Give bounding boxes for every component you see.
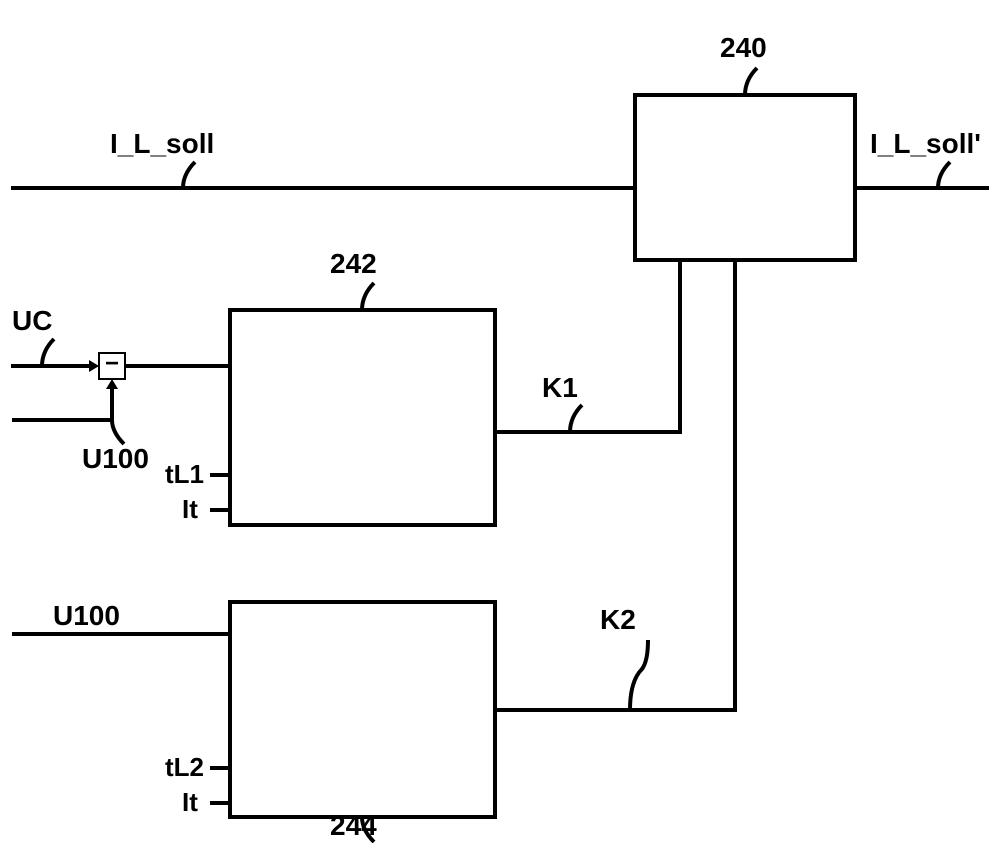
label-k1: K1 [542,372,578,404]
ref-hook-i-l-soll [183,162,195,188]
uc-arrowhead [89,360,99,372]
label-it-upper: It [182,494,198,525]
ref-hook-i-l-soll-prime [938,162,950,188]
signal-k1-line [495,260,680,432]
ref-hook-uc [42,339,54,366]
label-i-l-soll: I_L_soll [110,128,214,160]
ref-label-242: 242 [330,248,377,280]
label-tl2: tL2 [165,752,204,783]
ref-hook-u100-upper [112,420,124,444]
ref-label-244: 244 [330,810,377,842]
ref-label-240: 240 [720,32,767,64]
ref-hook-240 [745,68,757,95]
label-i-l-soll-prime: I_L_soll' [870,128,981,160]
label-u100-upper: U100 [82,443,149,475]
label-tl1: tL1 [165,459,204,490]
label-it-lower: It [182,787,198,818]
subtract-symbol: − [105,350,119,377]
label-k2: K2 [600,604,636,636]
label-u100-lower: U100 [53,600,120,632]
ref-hook-k2 [630,640,648,710]
signal-k2-line [495,260,735,710]
ref-hook-242 [362,283,374,310]
u100-arrowhead [106,379,118,389]
ref-hook-k1 [570,405,582,432]
block-244 [230,602,495,817]
block-240 [635,95,855,260]
block-diagram: − [0,0,1000,843]
block-242 [230,310,495,525]
label-uc: UC [12,305,52,337]
